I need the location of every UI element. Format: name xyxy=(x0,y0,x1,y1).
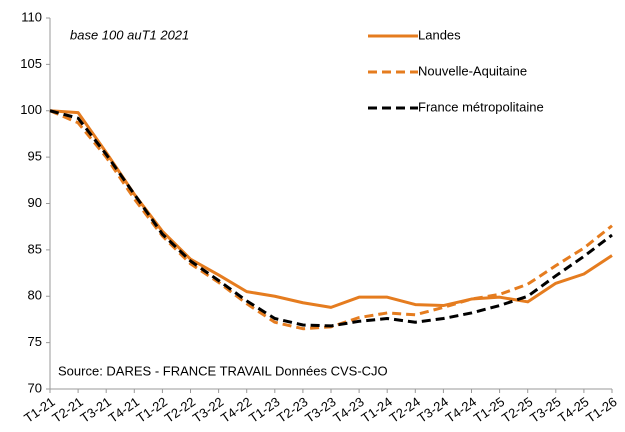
legend-label: France métropolitaine xyxy=(418,99,544,114)
x-tick-label: T2-23 xyxy=(274,394,310,426)
x-tick-label: T1-21 xyxy=(21,394,57,426)
x-tick-label: T2-24 xyxy=(387,394,423,426)
x-tick-label: T2-21 xyxy=(49,394,85,426)
legend-label: Nouvelle-Aquitaine xyxy=(418,63,527,78)
x-tick-label: T3-23 xyxy=(302,394,338,426)
x-tick-label: T2-22 xyxy=(162,394,198,426)
x-tick-label: T3-24 xyxy=(415,394,451,426)
x-tick-label: T1-22 xyxy=(134,394,170,426)
x-tick-label: T1-26 xyxy=(583,394,619,426)
x-tick-label: T3-22 xyxy=(190,394,226,426)
series-line xyxy=(49,109,613,328)
y-tick-label: 110 xyxy=(21,9,42,24)
x-tick-label: T1-25 xyxy=(471,394,507,426)
legend-label: Landes xyxy=(418,27,461,42)
y-tick-label: 70 xyxy=(28,380,42,395)
series-line xyxy=(49,109,613,331)
x-tick-label: T4-22 xyxy=(218,394,254,426)
y-tick-label: 100 xyxy=(20,102,42,117)
y-tick-label: 80 xyxy=(28,288,42,303)
x-tick-label: T4-25 xyxy=(555,394,591,426)
series-line xyxy=(49,109,613,309)
x-tick-label: T4-23 xyxy=(330,394,366,426)
y-tick-label: 95 xyxy=(28,149,42,164)
y-tick-label: 75 xyxy=(28,334,42,349)
x-tick-label: T4-21 xyxy=(106,394,142,426)
x-tick-label: T3-21 xyxy=(77,394,113,426)
x-tick-label: T3-25 xyxy=(527,394,563,426)
x-tick-label: T4-24 xyxy=(443,394,479,426)
annotation: Source: DARES - FRANCE TRAVAIL Données C… xyxy=(58,363,388,378)
y-tick-label: 85 xyxy=(28,241,42,256)
x-tick-label: T1-23 xyxy=(246,394,282,426)
y-tick-label: 90 xyxy=(28,195,42,210)
annotation: base 100 auT1 2021 xyxy=(70,27,189,42)
x-tick-label: T1-24 xyxy=(358,394,394,426)
x-tick-label: T2-25 xyxy=(499,394,535,426)
y-tick-label: 105 xyxy=(20,56,42,71)
